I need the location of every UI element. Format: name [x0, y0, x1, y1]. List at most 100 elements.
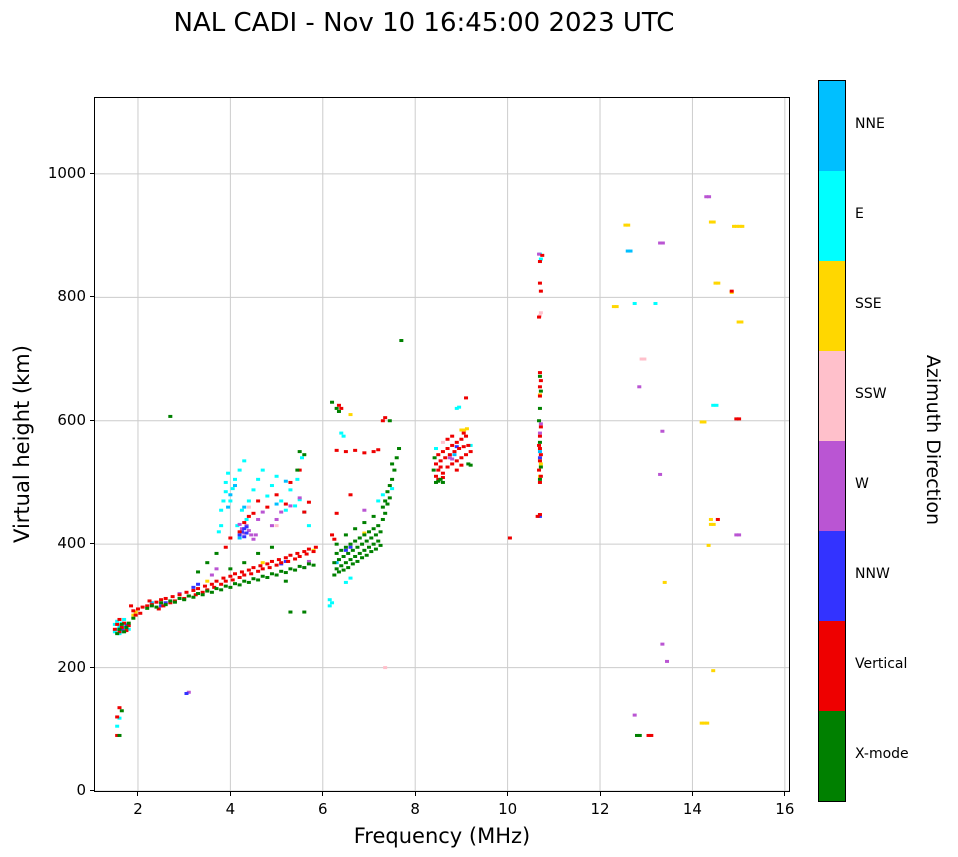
data-point-nnw — [163, 601, 168, 605]
data-point-vertical — [538, 379, 543, 383]
data-point-vertical — [445, 437, 450, 441]
data-point-vertical — [256, 499, 261, 503]
data-point-x-mode — [246, 580, 251, 584]
data-point-x-mode — [466, 462, 471, 466]
data-point-vertical — [237, 530, 242, 534]
data-point-vertical — [191, 588, 196, 592]
data-point-e — [122, 617, 127, 621]
data-point-x-mode — [154, 605, 159, 609]
data-point-x-mode — [350, 548, 355, 552]
chart-title: NAL CADI - Nov 10 16:45:00 2023 UTC — [173, 8, 675, 38]
data-point-vertical — [200, 590, 205, 594]
data-point-e — [380, 493, 385, 497]
data-point-x-mode — [346, 566, 351, 570]
data-point-vertical — [112, 627, 117, 631]
data-point-x-mode — [191, 595, 196, 599]
data-point-vertical — [649, 733, 654, 737]
data-point-x-mode — [119, 709, 124, 713]
data-point-sse — [739, 320, 744, 324]
data-point-e — [117, 632, 122, 636]
data-point-e — [221, 499, 226, 503]
data-point-vertical — [193, 593, 198, 597]
data-point-vertical — [332, 537, 337, 541]
data-point-sse — [205, 579, 210, 583]
data-point-x-mode — [385, 502, 390, 506]
data-point-e — [226, 471, 231, 475]
data-point-x-mode — [256, 551, 261, 555]
data-point-vertical — [260, 567, 265, 571]
data-point-vertical — [177, 593, 182, 597]
data-point-vertical — [202, 584, 207, 588]
data-point-w — [260, 510, 265, 514]
y-axis-label: Virtual height (km) — [10, 345, 34, 543]
data-point-x-mode — [339, 548, 344, 552]
data-point-vertical — [376, 448, 381, 452]
data-point-sse — [362, 531, 367, 535]
data-point-x-mode — [279, 569, 284, 573]
data-point-vertical — [269, 559, 274, 563]
colorbar-segment-vertical — [819, 621, 845, 711]
data-point-x-mode — [355, 559, 360, 563]
data-point-vertical — [440, 471, 445, 475]
data-point-sse — [623, 223, 628, 227]
data-point-e — [343, 580, 348, 584]
data-point-vertical — [348, 493, 353, 497]
data-point-w — [246, 529, 251, 533]
data-point-vertical — [330, 533, 335, 537]
data-point-x-mode — [260, 574, 265, 578]
data-point-nnw — [537, 456, 542, 460]
data-point-e — [265, 494, 270, 498]
data-point-x-mode — [297, 564, 302, 568]
data-point-vertical — [138, 611, 143, 615]
data-point-x-mode — [357, 536, 362, 540]
data-point-x-mode — [293, 568, 298, 572]
data-point-e — [714, 403, 719, 407]
data-point-x-mode — [214, 587, 219, 591]
data-point-e — [260, 468, 265, 472]
data-point-e — [339, 431, 344, 435]
data-point-nnw — [343, 548, 348, 552]
data-point-vertical — [302, 510, 307, 514]
data-point-vertical — [447, 453, 452, 457]
data-point-e — [306, 524, 311, 528]
data-point-w — [734, 533, 739, 537]
data-point-vertical — [468, 450, 473, 454]
x-tick-mark — [137, 792, 139, 796]
data-point-vertical — [122, 621, 127, 625]
data-point-vertical — [464, 434, 469, 438]
data-point-vertical — [538, 474, 543, 478]
data-point-ssw — [246, 505, 251, 509]
data-point-vertical — [433, 462, 438, 466]
data-point-nne — [149, 601, 154, 605]
data-point-x-mode — [159, 601, 164, 605]
data-point-x-mode — [378, 530, 383, 534]
data-point-nne — [274, 502, 279, 506]
data-point-e — [390, 487, 395, 491]
data-point-x-mode — [168, 414, 173, 418]
data-point-x-mode — [390, 477, 395, 481]
x-tick-label: 2 — [133, 800, 143, 818]
data-point-x-mode — [332, 573, 337, 577]
data-point-x-mode — [357, 551, 362, 555]
colorbar-label-w: W — [855, 476, 869, 492]
data-point-w — [288, 504, 293, 508]
data-point-w — [256, 517, 261, 521]
data-point-x-mode — [228, 567, 233, 571]
data-point-x-mode — [219, 588, 224, 592]
data-point-vertical — [154, 600, 159, 604]
data-point-x-mode — [362, 533, 367, 537]
data-point-w — [297, 496, 302, 500]
data-point-sse — [459, 428, 464, 432]
data-point-w — [214, 567, 219, 571]
data-point-vertical — [306, 547, 311, 551]
data-point-e — [293, 504, 298, 508]
data-point-x-mode — [366, 530, 371, 534]
colorbar-label-nne: NNE — [855, 116, 885, 132]
data-point-vertical — [140, 605, 145, 609]
data-point-vertical — [438, 465, 443, 469]
data-point-vertical — [537, 315, 542, 319]
data-point-x-mode — [538, 465, 543, 469]
x-axis-label: Frequency (MHz) — [353, 824, 531, 848]
data-point-e — [223, 480, 228, 484]
